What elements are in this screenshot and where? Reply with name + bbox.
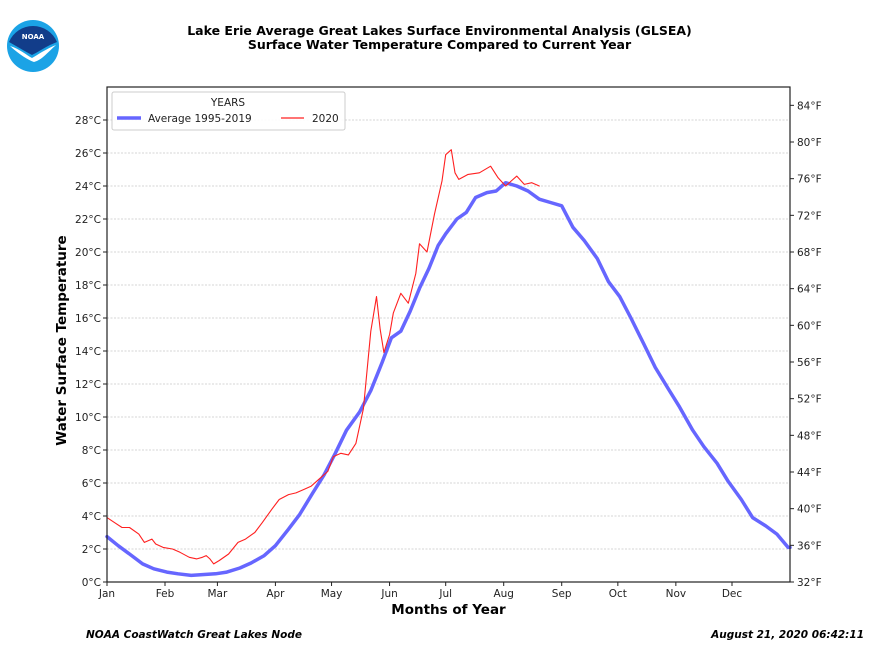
y-tick-label-left: 8°C (82, 445, 101, 457)
y-tick-label-left: 6°C (82, 478, 101, 490)
y-tick-label-right: 60°F (797, 320, 822, 332)
y-tick-label-left: 4°C (82, 511, 101, 523)
y-tick-label-right: 52°F (797, 394, 822, 406)
x-tick-label: Apr (266, 588, 285, 600)
y-tick-label-right: 32°F (797, 577, 822, 589)
series-average (105, 180, 792, 578)
series-2020 (106, 149, 540, 565)
gridlines (107, 119, 790, 550)
y-tick-label-right: 44°F (797, 467, 822, 479)
x-tick-label: Feb (156, 588, 175, 600)
chart-title-line2: Surface Water Temperature Compared to Cu… (247, 37, 632, 52)
x-axis-title: Months of Year (391, 602, 506, 618)
x-tick-label: Jun (380, 588, 397, 600)
y-tick-label-left: 26°C (75, 148, 101, 160)
logo-top (9, 25, 57, 55)
x-tick-label: Aug (493, 588, 514, 600)
y-tick-label-left: 20°C (75, 247, 101, 259)
legend-box (111, 91, 346, 131)
y-tick-label-left: 2°C (82, 544, 101, 556)
y-tick-label-right: 68°F (797, 247, 822, 259)
x-tick-label: Jul (438, 588, 452, 600)
y-tick-label-left: 18°C (75, 280, 101, 292)
chart-title-line1: Lake Erie Average Great Lakes Surface En… (187, 23, 692, 38)
y-tick-label-left: 0°C (82, 577, 101, 589)
y-tick-label-left: 16°C (75, 313, 101, 325)
logo-text: NOAA (22, 33, 45, 41)
plot-frame (106, 86, 791, 583)
average-line (105, 180, 792, 578)
legend-title: YEARS (210, 97, 246, 109)
x-tick-label: Mar (207, 588, 227, 600)
y-tick-label-left: 14°C (75, 346, 101, 358)
y-axis-title: Water Surface Temperature (54, 235, 70, 445)
legend-label-2020: 2020 (312, 113, 339, 125)
y-tick-label-left: 28°C (75, 115, 101, 127)
y-tick-label-left: 24°C (75, 181, 101, 193)
x-tick-label: Nov (666, 588, 687, 600)
x-tick-label: Oct (609, 588, 627, 600)
footer-timestamp: August 21, 2020 06:42:11 (711, 629, 864, 641)
x-tick-label: Dec (722, 588, 743, 600)
x-axis: Jan Feb Mar Apr May Jun Jul Aug Sep Oct Nov Dec (98, 582, 742, 600)
current-2020-line (106, 149, 540, 565)
noaa-logo: NOAA (7, 20, 59, 72)
y-axis-right: 32°F 36°F 40°F 44°F 48°F 52°F 56°F 60°F 64°F 68°F… (790, 100, 822, 589)
y-tick-label-left: 12°C (75, 379, 101, 391)
y-tick-label-right: 76°F (797, 174, 822, 186)
y-tick-label-right: 84°F (797, 100, 822, 112)
y-tick-label-right: 40°F (797, 504, 822, 516)
x-tick-label: Jan (98, 588, 115, 600)
footer-source: NOAA CoastWatch Great Lakes Node (86, 629, 302, 641)
y-axis-left: 0°C 2°C 4°C 6°C 8°C 10°C 12°C 14°C 16°C 18°C 20°C 2… (75, 115, 107, 589)
y-tick-label-left: 22°C (75, 214, 101, 226)
x-tick-label: May (321, 588, 343, 600)
legend: YEARS Average 1995-2019 2020 (111, 91, 346, 131)
legend-label-average: Average 1995-2019 (148, 113, 252, 125)
y-tick-label-left: 10°C (75, 412, 101, 424)
y-tick-label-right: 64°F (797, 284, 822, 296)
logo-gull (10, 45, 56, 62)
y-tick-label-right: 36°F (797, 540, 822, 552)
y-tick-label-right: 56°F (797, 357, 822, 369)
x-tick-label: Sep (552, 588, 572, 600)
y-tick-label-right: 72°F (797, 210, 822, 222)
y-tick-label-right: 48°F (797, 430, 822, 442)
y-tick-label-right: 80°F (797, 137, 822, 149)
